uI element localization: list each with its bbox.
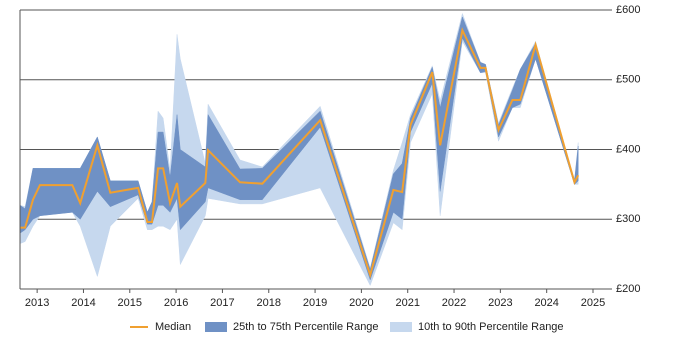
x-tick-label: 2025 bbox=[581, 297, 605, 309]
legend-swatch bbox=[390, 322, 412, 332]
y-tick-label: £200 bbox=[616, 283, 640, 295]
legend-label: 25th to 75th Percentile Range bbox=[233, 321, 379, 333]
x-tick-label: 2016 bbox=[164, 297, 188, 309]
x-tick-label: 2015 bbox=[118, 297, 142, 309]
x-tick-label: 2014 bbox=[71, 297, 95, 309]
x-tick-label: 2019 bbox=[303, 297, 327, 309]
x-tick-label: 2013 bbox=[25, 297, 49, 309]
y-tick-label: £500 bbox=[616, 74, 640, 86]
x-tick-label: 2021 bbox=[395, 297, 419, 309]
legend-label: Median bbox=[155, 321, 191, 333]
range-band bbox=[19, 16, 579, 281]
x-tick-label: 2022 bbox=[442, 297, 466, 309]
x-tick-label: 2023 bbox=[488, 297, 512, 309]
y-tick-label: £300 bbox=[616, 213, 640, 225]
x-tick-label: 2024 bbox=[534, 297, 558, 309]
legend-label: 10th to 90th Percentile Range bbox=[418, 321, 564, 333]
x-tick-label: 2017 bbox=[210, 297, 234, 309]
x-tick-label: 2020 bbox=[349, 297, 373, 309]
y-tick-label: £400 bbox=[616, 143, 640, 155]
median-line bbox=[20, 27, 580, 279]
legend-swatch bbox=[205, 322, 227, 332]
x-tick-label: 2018 bbox=[257, 297, 281, 309]
y-tick-label: £600 bbox=[616, 4, 640, 16]
